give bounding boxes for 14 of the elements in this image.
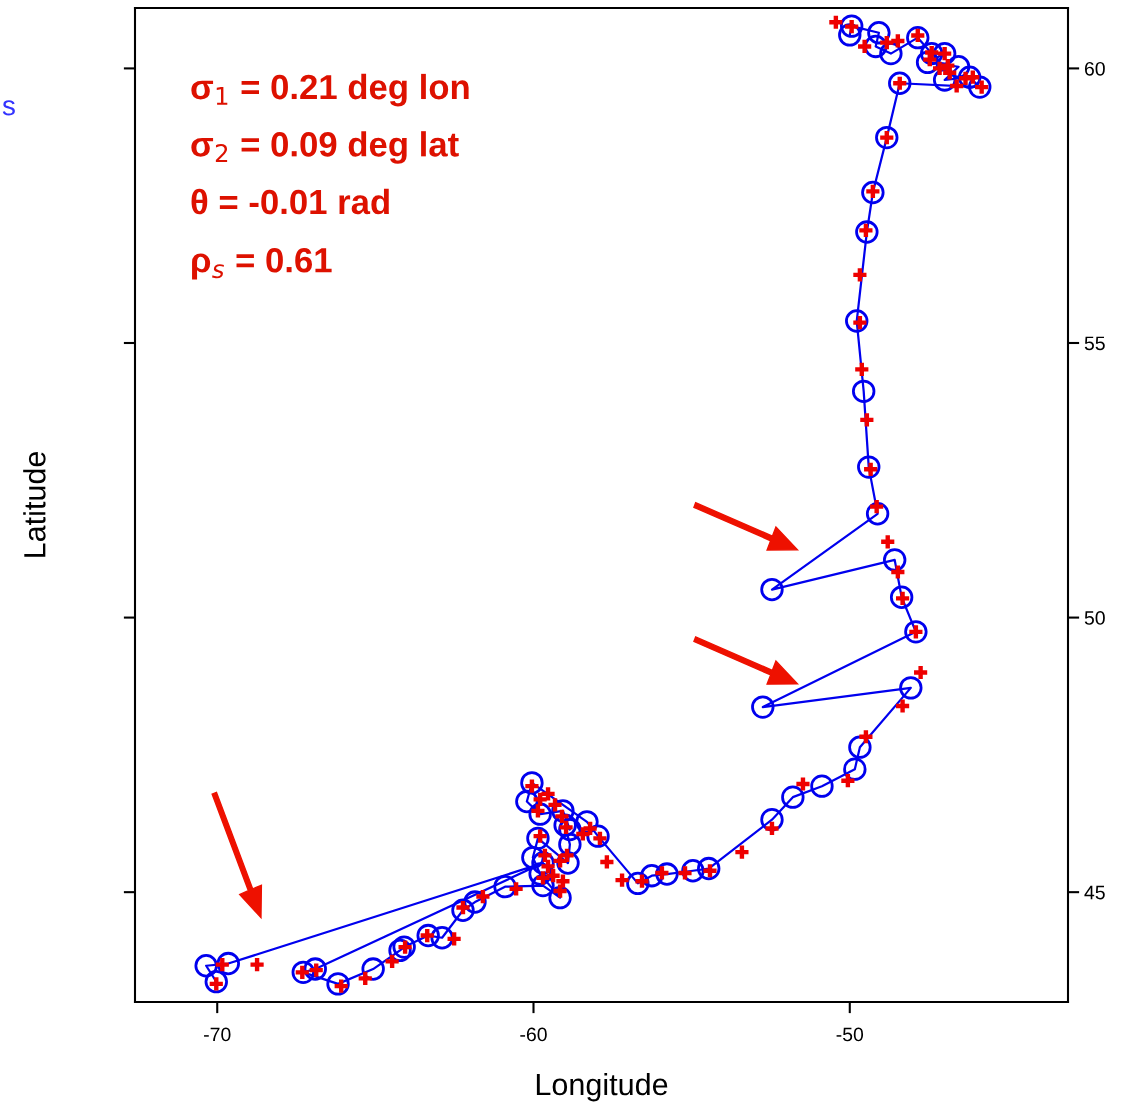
y-tick-label: 55 — [1084, 336, 1105, 351]
x-tick-label: -50 — [836, 1027, 864, 1042]
x-tick-label: -60 — [520, 1027, 547, 1042]
annotation: θ = -0.01 rad — [191, 188, 389, 215]
text: s — [2, 100, 15, 116]
annotation: σ$_{1}$ = 0.21 deg lon — [191, 73, 469, 107]
annotation: ρ$_{s}$ = 0.61 — [192, 247, 332, 280]
y-tick-label: 45 — [1084, 885, 1105, 900]
annotation: σ$_{2}$ = 0.09 deg lat — [191, 131, 459, 164]
y-tick-label: 60 — [1084, 61, 1105, 76]
x-axis-title: Longitude — [536, 1072, 668, 1102]
x-tick-label: -70 — [204, 1027, 231, 1042]
y-tick-label: 50 — [1084, 611, 1105, 625]
y-axis-title: Latitude — [23, 451, 46, 557]
